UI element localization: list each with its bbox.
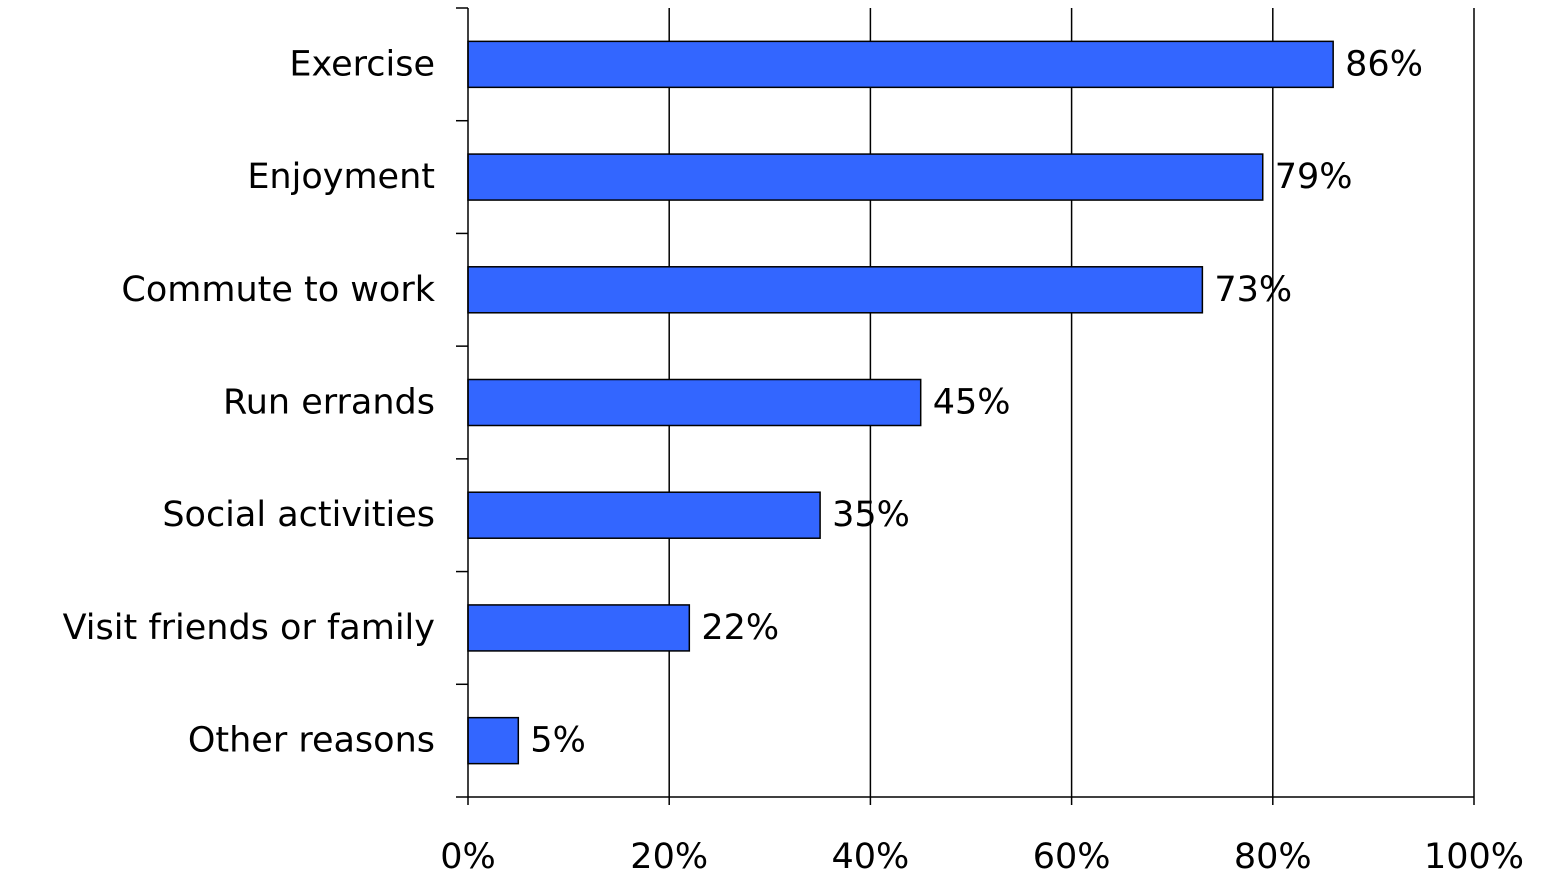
bar-2 [467,266,1204,314]
category-label: Commute to work [121,270,435,310]
axes [456,7,1475,805]
bar-1 [467,153,1264,201]
x-tick-label: 80% [1234,837,1312,875]
bar-5 [467,604,691,652]
bar-4 [467,491,821,539]
value-label: 45% [933,383,1011,423]
bar-3 [467,378,922,427]
bars [467,40,1334,765]
value-label: 35% [832,495,910,535]
bar-0 [467,40,1334,89]
x-tick-label: 100% [1424,837,1524,875]
gridlines [668,8,1475,797]
category-label: Visit friends or family [63,608,435,648]
category-label: Other reasons [188,721,435,761]
labels: 0% 20% 40% 60% 80% 100% Exercise 86% Enjoyment 79… [63,44,1524,875]
x-tick-label: 0% [440,837,496,875]
category-label: Exercise [289,44,435,84]
x-tick-label: 60% [1033,837,1111,875]
category-label: Social activities [162,495,435,535]
category-label: Run errands [223,383,435,423]
value-label: 73% [1214,270,1292,310]
bar-6 [467,716,520,765]
value-label: 22% [701,608,779,648]
value-label: 86% [1345,44,1423,84]
value-label: 5% [530,721,586,761]
x-tick-label: 40% [832,837,910,875]
x-tick-label: 20% [630,837,708,875]
category-label: Enjoyment [247,157,435,197]
value-label: 79% [1275,157,1353,197]
